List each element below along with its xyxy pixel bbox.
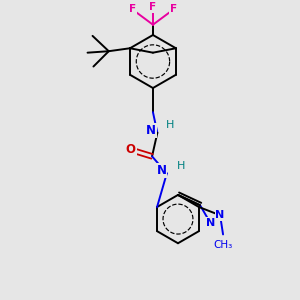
Text: N: N <box>157 164 166 177</box>
Text: CH₃: CH₃ <box>213 240 233 250</box>
Text: O: O <box>126 143 136 156</box>
Text: H: H <box>177 161 185 171</box>
Text: N: N <box>206 218 215 228</box>
Text: N: N <box>215 210 225 220</box>
Text: F: F <box>149 2 157 12</box>
Text: F: F <box>170 4 177 14</box>
Text: N: N <box>146 124 156 137</box>
Text: F: F <box>129 4 136 14</box>
Text: H: H <box>166 119 174 130</box>
